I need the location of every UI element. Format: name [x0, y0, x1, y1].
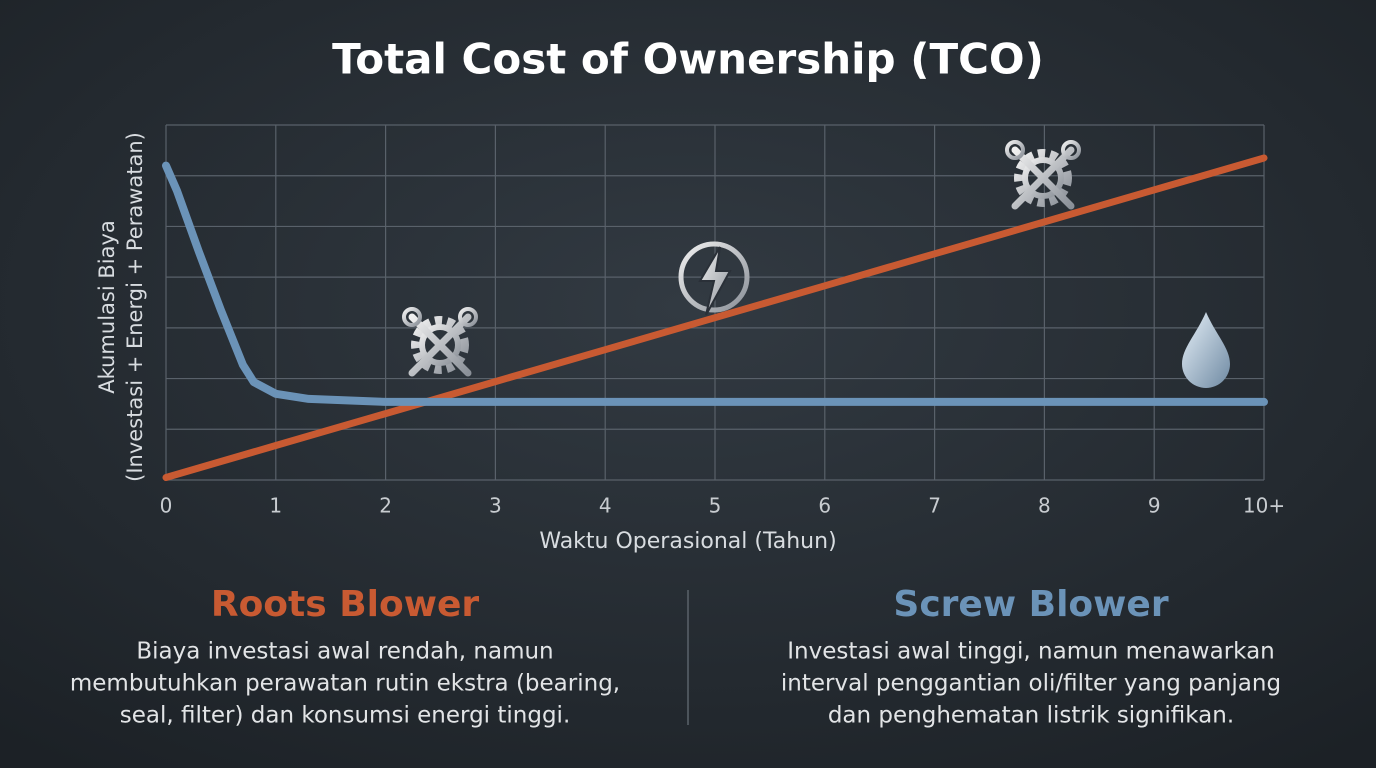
series-description: Investasi awal tinggi, namun menawarkan: [787, 639, 1275, 665]
series-line: [162, 154, 1268, 481]
x-tick-label: 9: [1148, 494, 1161, 518]
series-description: membutuhkan perawatan rutin ekstra (bear…: [70, 671, 620, 697]
x-tick-label: 2: [379, 494, 392, 518]
series-description: dan penghematan listrik signifikan.: [828, 703, 1234, 729]
x-tick-label: 6: [818, 494, 831, 518]
series-description: seal, filter) dan konsumsi energi tinggi…: [120, 703, 571, 729]
series-line: [162, 161, 1268, 406]
series-description: Biaya investasi awal rendah, namun: [136, 639, 553, 665]
y-axis-label: Akumulasi Biaya: [95, 220, 119, 394]
x-tick-label: 1: [269, 494, 282, 518]
x-tick-label: 8: [1038, 494, 1051, 518]
chart-title: Total Cost of Ownership (TCO): [332, 35, 1044, 84]
description-panels: Roots Blower Biaya investasi awal rendah,…: [70, 584, 1281, 729]
series-heading: Roots Blower: [211, 584, 480, 625]
x-tick-label: 3: [489, 494, 502, 518]
x-tick-label: 0: [160, 494, 173, 518]
energy-icon: [678, 241, 750, 316]
x-axis-label: Waktu Operasional (Tahun): [539, 529, 836, 554]
series-heading: Screw Blower: [893, 584, 1168, 625]
plot-area: 0 1 2 3 4 5 6 7 8 9 10+: [160, 124, 1285, 518]
x-tick-label: 5: [709, 494, 722, 518]
y-axis-label: (Investasi + Energi + Perawatan): [123, 132, 147, 482]
series-description: interval penggantian oli/filter yang pan…: [781, 671, 1281, 697]
oil-icon: [1182, 312, 1230, 388]
x-tick-label: 7: [928, 494, 941, 518]
x-tick-label: 4: [599, 494, 612, 518]
x-tick-label: 10+: [1243, 494, 1285, 518]
